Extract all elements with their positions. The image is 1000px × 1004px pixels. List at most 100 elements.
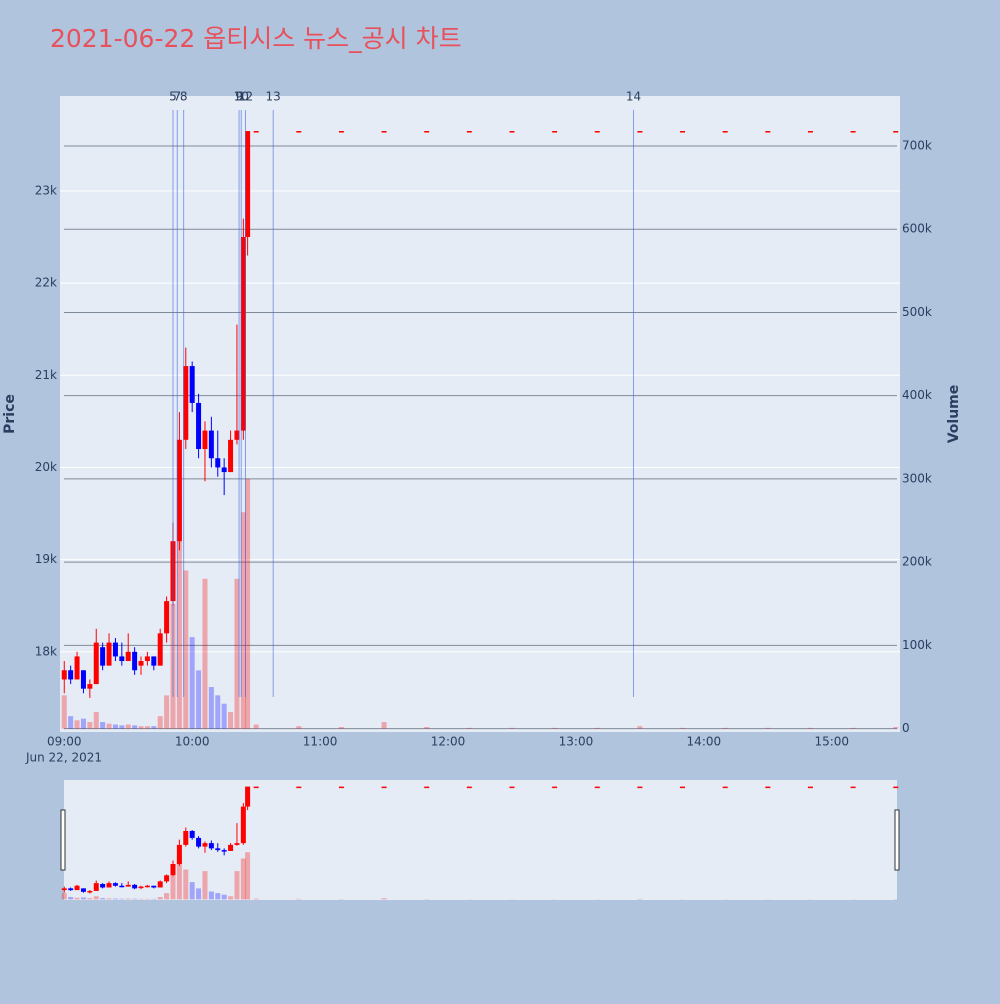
volume-bar — [808, 728, 813, 729]
y-tick-label: 20k — [35, 460, 57, 474]
news-label: 12 — [238, 90, 253, 104]
volume-bar — [94, 896, 99, 899]
y-tick-label: 22k — [35, 276, 57, 290]
volume-bar — [222, 704, 227, 729]
volume-bar — [68, 716, 73, 728]
range-handle[interactable] — [61, 810, 65, 870]
candle-body — [765, 131, 770, 133]
volume-bar — [339, 727, 344, 729]
volume-bar — [62, 893, 67, 899]
y2-tick-label: 700k — [902, 138, 932, 152]
candle-body — [75, 656, 80, 679]
candle-body — [595, 131, 600, 133]
volume-bar — [228, 896, 233, 899]
candle-body — [637, 131, 642, 133]
mini-candle-body — [107, 883, 112, 887]
mini-candle-body — [145, 886, 150, 888]
candle-body — [151, 656, 156, 665]
mini-candle-body — [254, 787, 259, 789]
mini-candle-body — [202, 843, 207, 846]
volume-bar — [119, 725, 124, 728]
volume-bar — [100, 898, 105, 899]
volume-bar — [467, 728, 472, 729]
candle-body — [209, 431, 214, 459]
candle-body — [158, 633, 163, 665]
mini-candle-body — [132, 885, 137, 888]
mini-candle-body — [509, 787, 514, 789]
volume-bar — [145, 726, 150, 728]
volume-bar — [94, 712, 99, 729]
candle-body — [100, 647, 105, 665]
mini-candle-body — [765, 787, 770, 789]
volume-bar — [222, 895, 227, 900]
mini-candle-body — [595, 787, 600, 789]
volume-bar — [107, 724, 112, 729]
mini-candle-body — [723, 787, 728, 789]
candle-body — [228, 440, 233, 472]
volume-bar — [254, 725, 259, 729]
range-handle[interactable] — [895, 810, 899, 870]
volume-bar — [164, 695, 169, 728]
news-label: 13 — [266, 90, 281, 104]
candle-body — [424, 131, 429, 133]
candle-body — [139, 661, 144, 666]
volume-bar — [119, 899, 124, 900]
volume-bar — [139, 726, 144, 728]
mini-candle-body — [183, 831, 188, 845]
volume-bar — [209, 687, 214, 729]
y-tick-label: 21k — [35, 368, 57, 382]
mini-candle-body — [151, 886, 156, 888]
candle-body — [382, 131, 387, 133]
y2-tick-label: 0 — [902, 721, 910, 735]
y2-tick-label: 100k — [902, 638, 932, 652]
candle-body — [680, 131, 685, 133]
y2-tick-label: 500k — [902, 305, 932, 319]
volume-bar — [241, 859, 246, 900]
candle-body — [808, 131, 813, 133]
volume-bar — [893, 727, 898, 729]
volume-bar — [190, 637, 195, 729]
volume-bar — [209, 892, 214, 900]
volume-bar — [382, 722, 387, 729]
volume-bar — [75, 898, 80, 900]
news-label: 14 — [626, 90, 641, 104]
candle-body — [190, 366, 195, 403]
volume-bar — [637, 726, 642, 728]
candle-body — [254, 131, 259, 133]
mini-candle-body — [424, 787, 429, 789]
mini-candle-body — [339, 787, 344, 789]
volume-bar — [202, 579, 207, 729]
candle-body — [119, 656, 124, 661]
candle-body — [107, 643, 112, 666]
mini-candle-body — [190, 831, 195, 838]
volume-bar — [765, 728, 770, 729]
candle-body — [339, 131, 344, 133]
x-tick-label: 15:00 — [814, 735, 849, 749]
volume-bar — [234, 871, 239, 899]
mini-candle-body — [382, 787, 387, 789]
volume-bar — [151, 726, 156, 728]
candle-body — [126, 652, 131, 661]
y-tick-label: 19k — [35, 552, 57, 566]
range-slider[interactable] — [64, 780, 897, 900]
volume-bar — [126, 899, 131, 900]
mini-candle-body — [228, 845, 233, 851]
volume-bar — [254, 899, 259, 900]
mini-candle-body — [808, 787, 813, 789]
chart-title: 2021-06-22 옵티시스 뉴스_공시 차트 — [50, 24, 462, 53]
volume-bar — [595, 728, 600, 729]
candle-body — [113, 643, 118, 657]
news-label: 8 — [180, 90, 188, 104]
mini-candle-body — [196, 838, 201, 847]
mini-candle-body — [68, 888, 73, 890]
candle-body — [68, 670, 73, 679]
volume-bar — [158, 716, 163, 728]
y-tick-label: 23k — [35, 183, 57, 197]
mini-candle-body — [177, 845, 182, 864]
candle-body — [893, 131, 898, 133]
mini-candle-body — [241, 807, 246, 844]
volume-bar — [81, 897, 86, 899]
mini-candle-body — [893, 787, 898, 789]
volume-bar — [382, 898, 387, 899]
y2-axis-title: Volume — [946, 385, 962, 444]
